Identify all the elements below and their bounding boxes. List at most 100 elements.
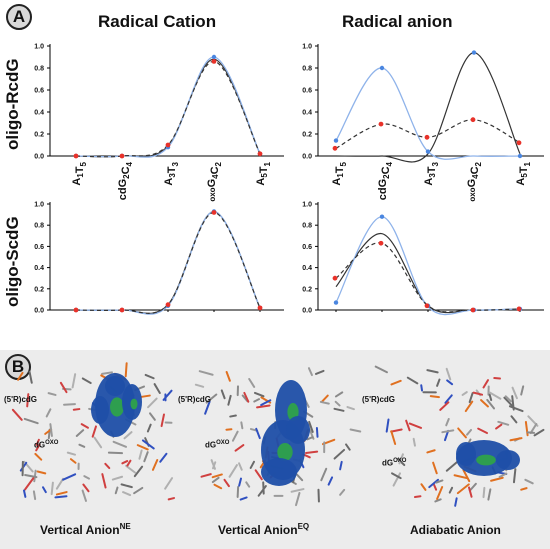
bond-stick <box>315 427 319 438</box>
svg-text:oxoG4C2: oxoG4C2 <box>206 161 223 201</box>
bond-stick <box>327 476 334 486</box>
bond-stick <box>133 465 144 478</box>
x-tick-label: oxoG4C2 <box>466 161 483 201</box>
bond-stick <box>434 498 442 503</box>
bond-stick <box>290 488 305 493</box>
series-line-solid-black <box>335 233 521 314</box>
bond-stick <box>529 422 538 435</box>
svg-text:A5T1: A5T1 <box>255 161 272 185</box>
red-data-point <box>73 153 79 159</box>
orbital-lobe-green <box>110 397 124 417</box>
bond-stick <box>32 490 37 501</box>
bond-stick <box>467 486 473 498</box>
bond-stick <box>391 472 402 480</box>
red-data-point <box>332 275 338 281</box>
bond-stick <box>228 464 238 478</box>
series-line-dashed-black <box>335 242 521 313</box>
x-tick-label: A5T1 <box>515 161 532 185</box>
x-tick-label: oxoG4C2 <box>206 161 223 201</box>
svg-text:A5T1: A5T1 <box>515 161 532 185</box>
bond-stick <box>406 376 419 385</box>
bond-stick <box>55 477 65 490</box>
bond-stick <box>482 379 489 389</box>
bond-stick <box>396 457 406 467</box>
bond-stick <box>225 370 231 382</box>
bond-stick <box>243 391 250 403</box>
bond-stick <box>462 469 471 483</box>
bond-stick <box>47 392 57 396</box>
orbital-lobe-green <box>476 454 496 466</box>
bond-stick <box>149 412 156 421</box>
bond-stick <box>457 427 467 439</box>
bond-stick <box>220 389 226 400</box>
bond-stick <box>198 370 214 376</box>
y-tick-label: 0.6 <box>302 244 312 251</box>
bond-stick <box>248 378 256 388</box>
bond-stick <box>482 486 486 499</box>
red-data-point <box>424 303 430 309</box>
bond-stick <box>159 452 168 463</box>
bond-stick <box>253 398 260 403</box>
bond-stick <box>390 379 402 386</box>
bond-stick <box>480 399 489 408</box>
bond-stick <box>429 395 440 399</box>
bond-stick <box>101 371 113 375</box>
bond-stick <box>81 489 87 502</box>
bond-stick <box>238 462 243 471</box>
svg-text:oxoG4C2: oxoG4C2 <box>466 161 483 201</box>
bond-stick <box>245 481 251 488</box>
red-data-point <box>516 306 522 312</box>
molecule-vertical-anion-eq <box>194 367 362 507</box>
bond-stick <box>78 443 86 448</box>
bond-stick <box>229 414 237 418</box>
orbital-lobe-green <box>277 443 293 461</box>
bond-stick <box>453 474 469 480</box>
bond-stick <box>390 430 397 445</box>
bond-stick <box>439 401 450 411</box>
bond-stick <box>307 367 313 377</box>
bond-stick <box>444 394 453 404</box>
series-line-dashed-black <box>75 211 261 314</box>
bond-stick <box>146 423 152 433</box>
bond-stick <box>125 464 136 474</box>
bond-stick <box>435 479 444 484</box>
bond-stick <box>526 431 536 434</box>
bond-stick <box>295 472 304 482</box>
molecule-vertical-anion-ne <box>11 362 176 502</box>
y-tick-label: 0.4 <box>302 265 312 272</box>
y-tick-label: 1.0 <box>34 44 44 51</box>
bond-stick <box>390 428 403 433</box>
bond-stick <box>436 485 444 500</box>
y-tick-label: 0.0 <box>34 308 44 315</box>
bond-stick <box>82 483 90 493</box>
x-tick-label: cdG2C4 <box>377 161 394 200</box>
bond-stick <box>374 365 388 374</box>
bond-stick <box>17 371 24 381</box>
bond-stick <box>138 449 143 460</box>
chart-scdg-cation: 0.0 0.2 0.4 0.6 0.8 1.0 <box>34 202 284 315</box>
mol-label-cdg-3: (5'R)cdG <box>362 395 396 404</box>
bond-stick <box>101 473 107 489</box>
bond-stick <box>295 491 301 507</box>
bond-stick <box>498 472 508 478</box>
red-data-point <box>378 240 384 246</box>
caption-vertical-anion-ne: Vertical AnionNE <box>40 522 131 537</box>
x-tick-label: A3T3 <box>423 161 440 185</box>
bond-stick <box>466 428 473 436</box>
orbital-lobe-green <box>130 398 138 410</box>
bond-stick <box>231 430 239 442</box>
bond-stick <box>334 400 341 407</box>
series-line-solid-lightblue <box>75 210 261 315</box>
bond-stick <box>486 398 495 410</box>
bond-stick <box>69 458 77 464</box>
bond-stick <box>239 496 248 501</box>
bond-stick <box>426 369 439 374</box>
bond-stick <box>420 384 424 392</box>
blue-data-point <box>211 54 217 60</box>
bond-stick <box>333 407 345 412</box>
svg-text:A1T5: A1T5 <box>331 161 348 185</box>
bond-stick <box>426 449 436 454</box>
red-data-point <box>257 151 263 157</box>
bond-stick <box>121 460 129 465</box>
bond-stick <box>446 379 454 386</box>
